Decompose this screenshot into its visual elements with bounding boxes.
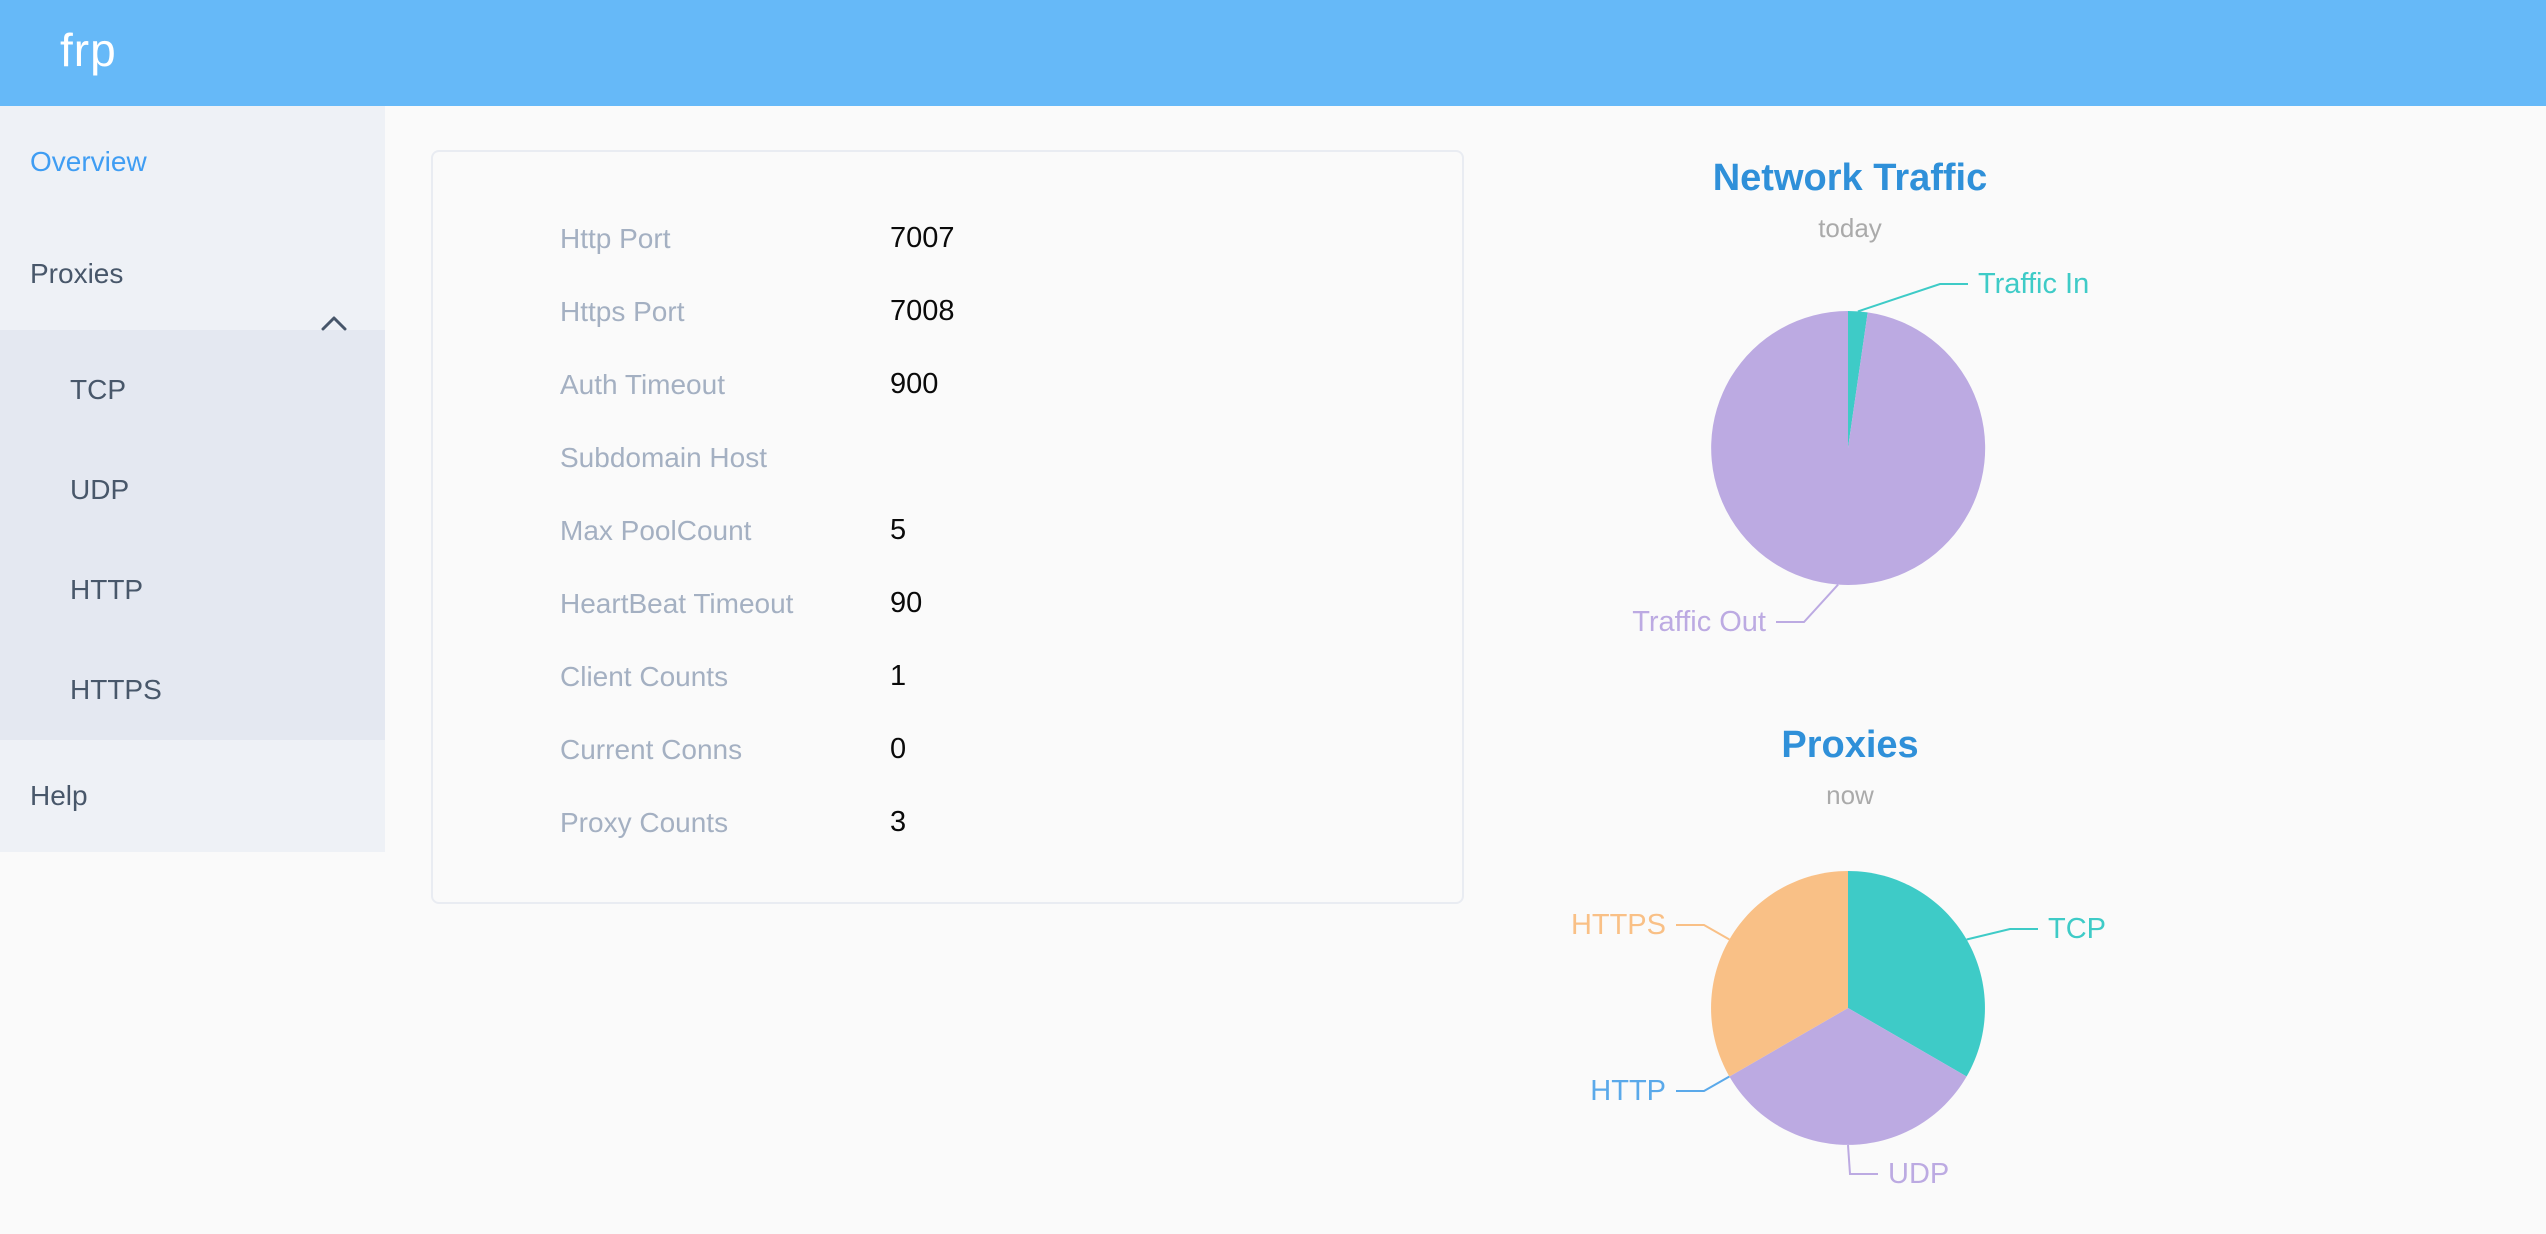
sidebar-item-overview[interactable]: Overview — [0, 106, 385, 218]
server-info-value: 90 — [890, 587, 923, 619]
server-info-value: 5 — [890, 514, 907, 546]
server-info-row: Auth Timeout 900 — [433, 348, 1462, 421]
sidebar-item-help-label: Help — [30, 780, 88, 811]
chevron-up-icon — [321, 266, 347, 378]
chart-title-proxies: Proxies — [1781, 724, 1919, 766]
pie-label-line-traffic-in — [1857, 283, 1968, 313]
server-info-label: HeartBeat Timeout — [560, 588, 794, 619]
sidebar-item-http[interactable]: HTTP — [70, 574, 144, 605]
server-info-value: 900 — [890, 368, 939, 400]
server-info-label: Https Port — [560, 296, 685, 327]
pie-label-line-http — [1676, 1075, 1730, 1092]
pie-label-line-tcp — [1966, 928, 2038, 941]
sidebar-item-proxies[interactable]: Proxies — [0, 218, 385, 331]
pie-label-udp: UDP — [1888, 1158, 1949, 1190]
pie-slice-traffic-in[interactable] — [1848, 310, 1868, 448]
sidebar-item-overview-label: Overview — [30, 146, 147, 177]
pie-slice-https[interactable] — [1711, 871, 1848, 1077]
server-info-card: Http Port 7007 Https Port 7008 Auth Timeout 9… — [431, 150, 1464, 904]
server-info-value: 3 — [890, 806, 907, 838]
server-info-row: Proxy Counts 3 — [433, 786, 1462, 859]
pie-slice-udp[interactable] — [1729, 1008, 1967, 1145]
sidebar-item-udp[interactable]: UDP — [70, 474, 130, 505]
server-info-row: Http Port 7007 — [433, 202, 1462, 275]
server-info-label: Client Counts — [560, 661, 729, 692]
server-info-label: Max PoolCount — [560, 515, 752, 546]
server-info-label: Subdomain Host — [560, 442, 768, 473]
server-info-label: Auth Timeout — [560, 369, 725, 400]
pie-label-traffic-out: Traffic Out — [1632, 606, 1766, 638]
server-info-value: 0 — [890, 733, 907, 765]
sidebar-item-proxies-label: Proxies — [30, 258, 124, 289]
app-logo: frp — [60, 24, 117, 76]
app-header: frp — [0, 0, 2546, 106]
pie-slice-tcp[interactable] — [1848, 871, 1985, 1077]
proxies-pie-chart: TCP UDP HTTP HTTPS — [1571, 871, 2106, 1190]
server-info-row: Current Conns 0 — [433, 713, 1462, 786]
pie-label-line-traffic-out — [1776, 583, 1839, 623]
server-info-label: Proxy Counts — [560, 807, 729, 838]
pie-slice-traffic-out[interactable] — [1711, 311, 1986, 585]
pie-label-traffic-in: Traffic In — [1978, 268, 2089, 300]
server-info-row: Https Port 7008 — [433, 275, 1462, 348]
server-info-row: Max PoolCount 5 — [433, 494, 1462, 567]
pie-label-http: HTTP — [1590, 1075, 1666, 1107]
server-info-label: Current Conns — [560, 734, 743, 765]
server-info-row: HeartBeat Timeout 90 — [433, 567, 1462, 640]
sidebar-submenu-proxies: TCP UDP HTTP HTTPS — [0, 330, 385, 740]
pie-label-https: HTTPS — [1571, 909, 1666, 941]
network-traffic-pie-chart: Traffic In Traffic Out — [1632, 268, 2089, 638]
chart-subtitle-network-traffic: today — [1818, 213, 1882, 243]
server-info-row: Subdomain Host — [433, 421, 1462, 494]
sidebar-item-help[interactable]: Help — [0, 740, 385, 852]
pie-label-tcp: TCP — [2048, 913, 2106, 945]
server-info-value: 1 — [890, 660, 907, 692]
sidebar-item-tcp[interactable]: TCP — [70, 374, 126, 405]
server-info-row: Client Counts 1 — [433, 640, 1462, 713]
pie-label-line-https — [1676, 924, 1730, 941]
sidebar-item-https[interactable]: HTTPS — [70, 674, 162, 705]
server-info-label: Http Port — [560, 223, 671, 254]
server-info-value: 7007 — [890, 222, 955, 254]
chart-subtitle-proxies: now — [1826, 780, 1874, 810]
sidebar: Overview Proxies TCP UDP HTTP HTTPS Help — [0, 106, 385, 852]
pie-label-line-udp — [1847, 1144, 1878, 1175]
chart-title-network-traffic: Network Traffic — [1712, 157, 1988, 199]
server-info-value: 7008 — [890, 295, 955, 327]
